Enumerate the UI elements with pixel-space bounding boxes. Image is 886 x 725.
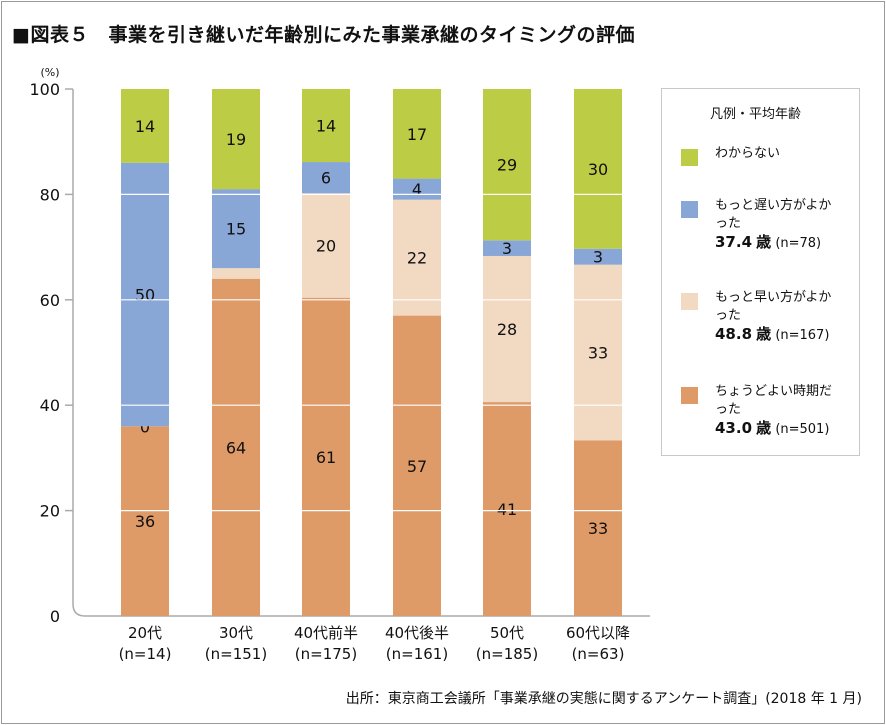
bar-segment-unknown bbox=[574, 89, 622, 249]
avg-age: 37.4 bbox=[715, 233, 753, 251]
legend-swatch bbox=[681, 149, 698, 166]
legend-label: ちょうどよい時期だった bbox=[715, 384, 833, 417]
x-tick-label: 40代前半 bbox=[294, 624, 358, 642]
data-label: 3 bbox=[502, 239, 512, 258]
legend: 凡例・平均年齢 わからない もっと遅い方がよかった 37.4 歳 (n=78) … bbox=[661, 88, 860, 456]
data-label: 19 bbox=[226, 130, 246, 149]
legend-n: (n=167) bbox=[775, 328, 830, 343]
x-tick-n: (n=63) bbox=[572, 645, 625, 663]
data-label: 14 bbox=[316, 117, 336, 136]
bar-segment-earlier bbox=[393, 199, 441, 316]
legend-stat: 37.4 歳 (n=78) bbox=[715, 233, 865, 253]
x-tick-label: 60代以降 bbox=[566, 624, 630, 642]
age-unit: 歳 bbox=[756, 325, 772, 343]
x-tick-n: (n=175) bbox=[295, 645, 357, 663]
data-label: 30 bbox=[588, 160, 608, 179]
age-unit: 歳 bbox=[756, 233, 772, 251]
data-label: 22 bbox=[407, 249, 427, 268]
data-label: 29 bbox=[497, 156, 517, 175]
data-label: 0 bbox=[140, 417, 150, 436]
legend-swatch bbox=[681, 387, 698, 404]
legend-stat: 43.0 歳 (n=501) bbox=[715, 419, 865, 439]
y-tick-label: 100 bbox=[29, 80, 60, 99]
legend-title: 凡例・平均年齢 bbox=[710, 107, 802, 122]
x-tick-n: (n=185) bbox=[476, 645, 538, 663]
avg-age: 43.0 bbox=[715, 419, 753, 437]
legend-label: もっと早い方がよかった bbox=[715, 290, 832, 323]
x-tick-label: 30代 bbox=[219, 624, 253, 642]
y-tick-label: 40 bbox=[40, 396, 60, 415]
data-label: 50 bbox=[135, 286, 155, 305]
age-unit: 歳 bbox=[756, 419, 772, 437]
x-tick-label: 40代後半 bbox=[385, 624, 449, 642]
bar-segment-unknown bbox=[302, 89, 350, 163]
legend-label: もっと遅い方がよかった bbox=[715, 198, 832, 231]
bar-segment-just-right bbox=[393, 315, 441, 616]
bar-segment-just-right bbox=[121, 426, 169, 616]
x-tick-n: (n=14) bbox=[119, 645, 172, 663]
bar-segment-unknown bbox=[393, 89, 441, 179]
bar-segment-unknown bbox=[121, 89, 169, 163]
bar-segment-unknown bbox=[483, 89, 531, 241]
legend-n: (n=78) bbox=[775, 236, 822, 251]
legend-swatch bbox=[681, 293, 698, 310]
bar-segment-earlier bbox=[483, 255, 531, 403]
y-axis-label: (%) bbox=[40, 66, 59, 79]
y-tick-label: 20 bbox=[40, 502, 60, 521]
data-label: 61 bbox=[316, 448, 336, 467]
legend-stat: 48.8 歳 (n=167) bbox=[715, 325, 865, 345]
data-label: 33 bbox=[588, 519, 608, 538]
axis-line bbox=[72, 89, 650, 617]
source-note: 出所：東京商工会議所「事業承継の実態に関するアンケート調査」(2018 年 1 … bbox=[345, 691, 862, 707]
data-label: 4 bbox=[412, 180, 422, 199]
legend-n: (n=501) bbox=[775, 422, 830, 437]
data-label: 17 bbox=[407, 125, 427, 144]
bar-segment-just-right bbox=[212, 278, 260, 616]
bar-segment-later bbox=[121, 162, 169, 427]
bar-segment-earlier bbox=[574, 264, 622, 441]
y-tick-label: 0 bbox=[50, 607, 60, 626]
bar-segment-later bbox=[302, 162, 350, 194]
legend-swatch bbox=[681, 201, 698, 218]
data-label: 36 bbox=[135, 512, 155, 531]
bar-segment-later bbox=[212, 189, 260, 269]
y-tick-label: 80 bbox=[40, 185, 60, 204]
data-label: 57 bbox=[407, 457, 427, 476]
data-label: 41 bbox=[497, 500, 517, 519]
x-tick-label: 20代 bbox=[128, 624, 162, 642]
bar-segment-later bbox=[483, 240, 531, 256]
data-label: 14 bbox=[135, 117, 155, 136]
data-label: 6 bbox=[321, 169, 331, 188]
bar-segment-earlier bbox=[212, 268, 260, 279]
data-label: 28 bbox=[497, 320, 517, 339]
data-label: 3 bbox=[593, 248, 603, 267]
data-label: 64 bbox=[226, 438, 246, 457]
bar-segment-earlier bbox=[302, 193, 350, 298]
avg-age: 48.8 bbox=[715, 325, 753, 343]
x-tick-label: 50代 bbox=[490, 624, 524, 642]
bar-segment-unknown bbox=[212, 89, 260, 190]
bar-segment-just-right bbox=[302, 297, 350, 616]
bar-segment-just-right bbox=[574, 440, 622, 616]
x-tick-n: (n=161) bbox=[386, 645, 448, 663]
data-label: 15 bbox=[226, 220, 246, 239]
data-label: 20 bbox=[316, 237, 336, 256]
chart-title: ■図表５ 事業を引き継いだ年齢別にみた事業承継のタイミングの評価 bbox=[12, 24, 635, 46]
bar-segment-later bbox=[574, 248, 622, 265]
data-label: 33 bbox=[588, 344, 608, 363]
legend-label: わからない bbox=[715, 146, 781, 161]
y-tick-label: 60 bbox=[40, 291, 60, 310]
bar-segment-just-right bbox=[483, 402, 531, 616]
x-tick-n: (n=151) bbox=[205, 645, 267, 663]
